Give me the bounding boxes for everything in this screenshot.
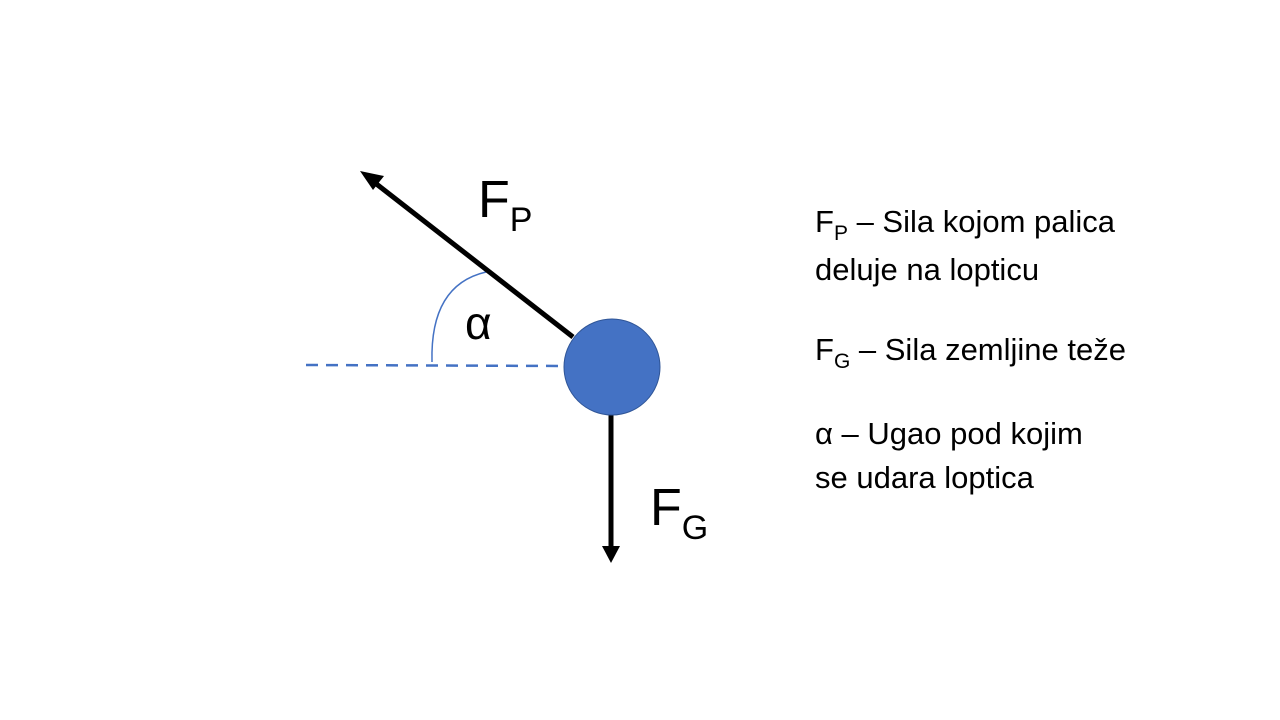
alpha-label: α: [465, 297, 492, 349]
ball: [563, 318, 661, 416]
legend-item-fg-subscript: G: [833, 350, 851, 373]
legend-item-fg-symbol: F: [815, 332, 834, 367]
legend-item-fp-subscript: P: [833, 222, 848, 245]
fg-label: FG: [650, 479, 708, 545]
force-fp-arrow: [368, 177, 575, 339]
force-fg-arrowhead: [602, 546, 620, 563]
fg-label-subscript: G: [681, 509, 709, 547]
legend-item-fp-symbol: F: [815, 204, 834, 239]
legend-item-fp-text-line2: deluje na lopticu: [815, 252, 1040, 287]
legend-item-fp-text: – Sila kojom palica: [856, 204, 1116, 239]
force-fp-arrowhead: [360, 171, 384, 190]
legend-item-alpha: α – Ugao pod kojim se udara loptica: [815, 412, 1235, 500]
legend-item-fp: FP – Sila kojom palica deluje na lopticu: [815, 200, 1235, 292]
fp-label-symbol: F: [478, 171, 510, 229]
legend-item-fg-text: – Sila zemljine teže: [858, 332, 1126, 367]
angle-arc: [431, 271, 487, 363]
legend: FP – Sila kojom palica deluje na lopticu…: [815, 200, 1235, 536]
fg-label-symbol: F: [650, 479, 682, 537]
legend-item-alpha-text-line2: se udara loptica: [815, 460, 1034, 495]
legend-item-alpha-text: – Ugao pod kojim: [841, 416, 1083, 451]
legend-item-alpha-symbol: α: [815, 416, 833, 451]
fp-label-subscript: P: [509, 201, 533, 239]
horizontal-reference-line: [305, 363, 567, 368]
fp-label: FP: [478, 171, 532, 237]
legend-item-fg: FG – Sila zemljine teže: [815, 328, 1235, 376]
